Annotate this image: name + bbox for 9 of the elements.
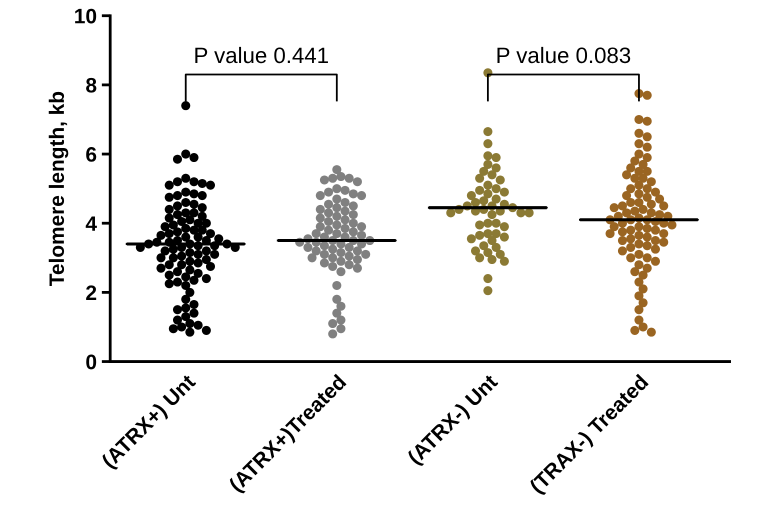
y-axis-title: Telomere length, kb [48,92,68,286]
y-tick-label: 8 [86,78,96,93]
y-tick-label: 6 [86,147,96,162]
annotation: P value 0.083 [497,46,630,64]
y-tick-label: 2 [86,285,96,300]
annotation: P value 0.441 [195,46,328,64]
y-tick-label: 10 [75,8,96,24]
y-tick-label: 4 [86,216,97,231]
y-tick-label: 0 [86,354,96,370]
